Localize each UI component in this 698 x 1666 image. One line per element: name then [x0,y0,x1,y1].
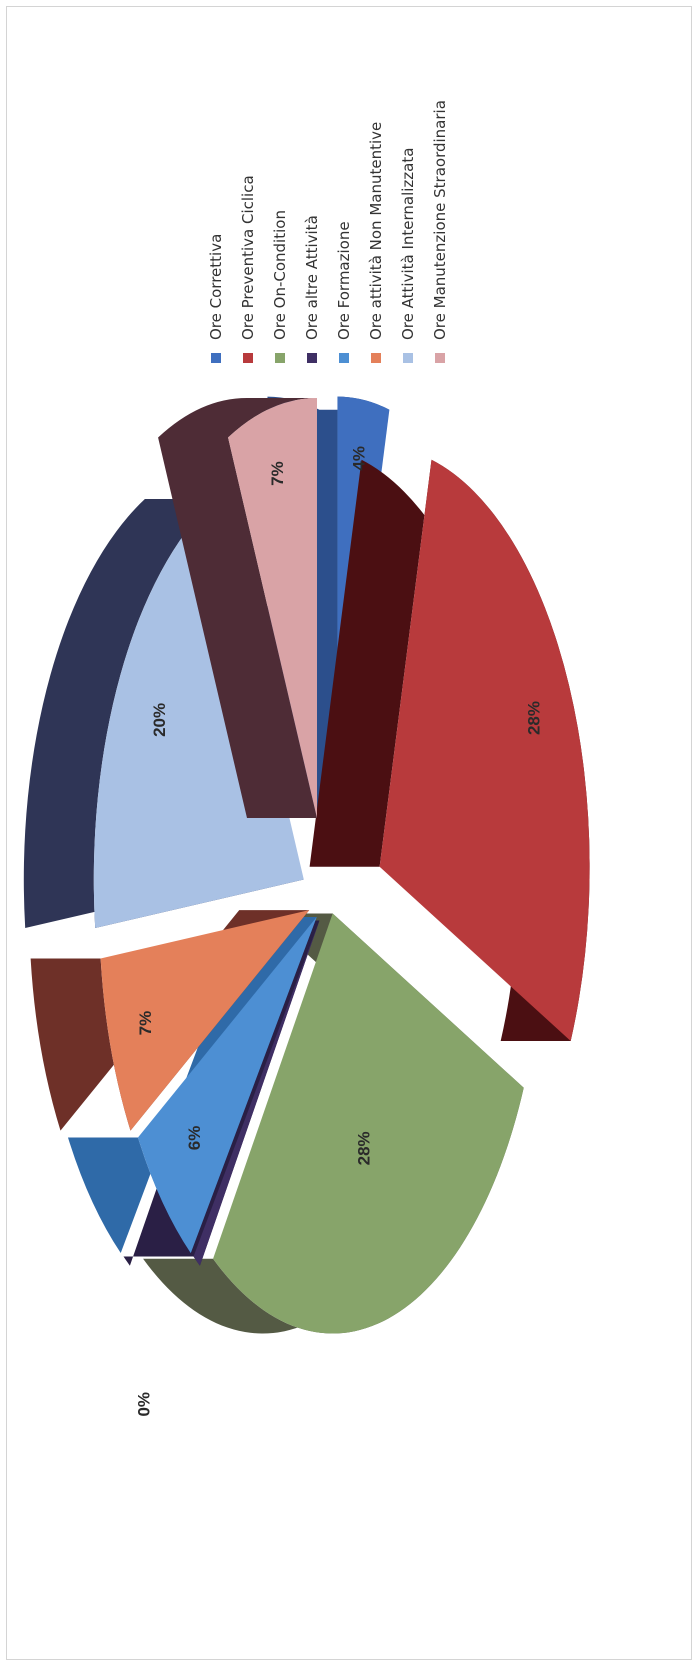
legend-swatch [339,353,349,363]
pie-value-label: 7% [136,1011,155,1036]
pie-slice [213,913,524,1334]
legend-swatch [371,353,381,363]
pie-slice [379,459,590,1042]
legend-label: Ore Formazione [335,221,353,340]
pie-value-label: 28% [524,701,543,735]
legend-label: Ore Manutenzione Straordinaria [431,100,449,340]
legend-label: Ore Correttiva [207,234,225,340]
legend-label: Ore altre Attività [303,215,321,340]
pie-value-label: 20% [150,703,169,737]
pie-slice [100,910,310,1131]
pie-slice-side [158,397,317,818]
pie-group: 4% 28% 28% 0% 6% 7% 20% 7% [23,396,590,1417]
pie-slice [228,397,317,818]
pie-value-label: 6% [185,1126,204,1151]
legend-swatch [307,353,317,363]
legend-swatch [275,353,285,363]
legend-swatch [403,353,413,363]
pie-value-label: 28% [354,1131,373,1165]
legend-label: Ore attività Non Manutentive [367,122,385,340]
pie-slice [137,916,317,1254]
pie-slice [193,920,320,1266]
legend-label: Ore Preventiva Ciclica [239,175,257,340]
legend: Ore Correttiva Ore Preventiva Ciclica Ore … [207,100,449,363]
pie-slice-side [23,499,304,928]
pie-value-label: 7% [268,461,287,486]
pie-value-label: 0% [135,1392,154,1417]
legend-label: Ore On-Condition [271,210,289,340]
legend-swatch [435,353,445,363]
legend-swatch [211,353,221,363]
legend-label: Ore Attività Internalizzata [399,148,417,340]
pie-slice [93,499,304,928]
pie-value-label: 4% [349,446,368,471]
legend-swatch [243,353,253,363]
